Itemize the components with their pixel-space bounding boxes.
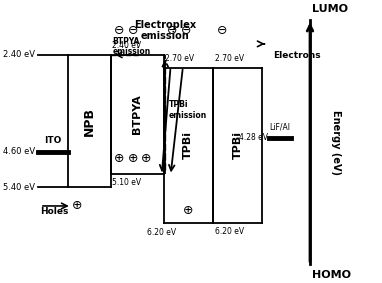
Text: NPB: NPB [83, 107, 96, 136]
Text: ⊖: ⊖ [114, 24, 125, 37]
Text: 4.60 eV: 4.60 eV [3, 147, 35, 156]
Text: Electroplex
emission: Electroplex emission [134, 20, 196, 41]
Text: BTPYA
emission: BTPYA emission [112, 37, 151, 56]
Text: BTPYA: BTPYA [132, 95, 142, 134]
Text: TPBi: TPBi [183, 131, 193, 159]
Text: ⊕: ⊕ [183, 203, 193, 216]
Text: HOMO: HOMO [312, 270, 351, 280]
Text: 6.20 eV: 6.20 eV [215, 227, 244, 236]
Text: 4.28 eV: 4.28 eV [239, 133, 268, 142]
Text: Electrons: Electrons [273, 51, 320, 60]
Text: ⊖: ⊖ [217, 24, 227, 37]
Text: ⊖: ⊖ [181, 24, 192, 37]
Text: TPBi: TPBi [233, 131, 243, 159]
Text: Holes: Holes [40, 207, 68, 216]
Text: 5.40 eV: 5.40 eV [3, 183, 35, 192]
Text: 2.40 eV: 2.40 eV [112, 41, 141, 50]
Text: ⊖: ⊖ [128, 24, 139, 37]
Text: 2.70 eV: 2.70 eV [215, 54, 244, 63]
Text: ⊕: ⊕ [141, 152, 151, 165]
Text: 2.70 eV: 2.70 eV [165, 54, 194, 63]
Text: TPBi
emission: TPBi emission [169, 100, 207, 120]
Text: 6.20 eV: 6.20 eV [147, 228, 176, 237]
Text: 2.40 eV: 2.40 eV [3, 50, 35, 59]
Text: ⊕: ⊕ [128, 152, 138, 165]
Text: ⊖: ⊖ [167, 24, 178, 37]
Text: LUMO: LUMO [312, 4, 348, 14]
Text: ⊕: ⊕ [114, 152, 125, 165]
Text: ITO: ITO [44, 136, 62, 145]
Text: Energy (eV): Energy (eV) [332, 110, 342, 175]
Text: LiF/Al: LiF/Al [269, 123, 290, 132]
Text: 5.10 eV: 5.10 eV [112, 178, 141, 187]
Text: ⊕: ⊕ [72, 200, 82, 213]
